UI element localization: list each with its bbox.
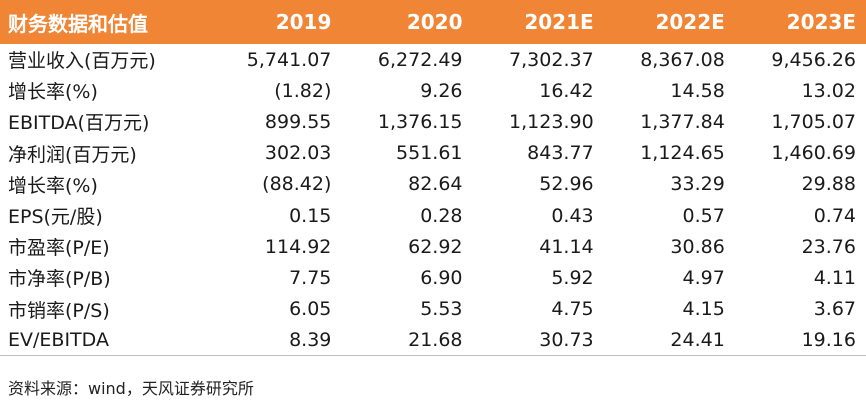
table-row: EBITDA(百万元) 899.55 1,376.15 1,123.90 1,377.8… — [0, 106, 866, 137]
header-year-2023e: 2023E — [734, 0, 866, 44]
table-row: 增长率(%) (1.82) 9.26 16.42 14.58 13.02 — [0, 75, 866, 106]
value-cell: 29.88 — [801, 173, 856, 196]
value-cell: 0.74 — [813, 204, 856, 227]
value-cell: 30.86 — [670, 235, 725, 258]
value-cell: 0.15 — [289, 204, 332, 227]
value-cell: 1,123.90 — [509, 110, 594, 133]
row-label: EPS(元/股) — [8, 206, 103, 229]
value-cell: 1,376.15 — [377, 110, 463, 133]
row-label: EBITDA(百万元) — [8, 112, 150, 135]
value-cell: 8,367.08 — [640, 48, 725, 71]
value-cell: 1,705.07 — [771, 110, 856, 133]
financial-table: 财务数据和估值 2019 2020 2021E 2022E 2023E 营业收入… — [0, 0, 866, 357]
table-row: 营业收入(百万元) 5,741.07 6,272.49 7,302.37 8,367.0… — [0, 44, 866, 75]
row-label: 市销率(P/S) — [8, 299, 110, 322]
value-cell: 23.76 — [801, 235, 856, 258]
value-cell: 1,377.84 — [640, 110, 725, 133]
value-cell: 4.11 — [813, 266, 856, 289]
table-row: 市销率(P/S) 6.05 5.53 4.75 4.15 3.67 — [0, 294, 866, 325]
value-cell: 52.96 — [539, 173, 594, 196]
source-note: 资料来源：wind，天风证券研究所 — [8, 379, 254, 398]
table-row: 增长率(%) (88.42) 82.64 52.96 33.29 29.88 — [0, 169, 866, 200]
value-cell: 0.43 — [551, 204, 594, 227]
row-label: 净利润(百万元) — [8, 143, 137, 166]
table-row: 市净率(P/B) 7.75 6.90 5.92 4.97 4.11 — [0, 262, 866, 293]
value-cell: 3.67 — [813, 298, 856, 321]
header-label-cell: 财务数据和估值 — [0, 0, 211, 44]
row-label: 市净率(P/B) — [8, 268, 111, 291]
row-label: 增长率(%) — [8, 174, 98, 197]
value-cell: 0.28 — [420, 204, 463, 227]
value-cell: 21.68 — [341, 324, 473, 357]
value-cell: 5.92 — [551, 266, 594, 289]
row-label: 营业收入(百万元) — [8, 50, 156, 73]
value-cell: 24.41 — [603, 324, 735, 357]
value-cell: 30.73 — [472, 324, 604, 357]
table-row: EPS(元/股) 0.15 0.28 0.43 0.57 0.74 — [0, 200, 866, 231]
value-cell: 1,460.69 — [771, 142, 856, 165]
header-row: 财务数据和估值 2019 2020 2021E 2022E 2023E — [0, 0, 866, 44]
value-cell: 13.02 — [801, 79, 856, 102]
value-cell: 6.90 — [420, 266, 463, 289]
header-year-2021e: 2021E — [472, 0, 604, 44]
value-cell: 302.03 — [264, 142, 332, 165]
row-label: EV/EBITDA — [0, 324, 211, 357]
value-cell: 62.92 — [408, 235, 463, 258]
value-cell: 4.75 — [551, 298, 594, 321]
value-cell: 5.53 — [420, 298, 463, 321]
table-row: 市盈率(P/E) 114.92 62.92 41.14 30.86 23.76 — [0, 231, 866, 262]
value-cell: 6.05 — [289, 298, 332, 321]
table-body: 营业收入(百万元) 5,741.07 6,272.49 7,302.37 8,367.0… — [0, 44, 866, 357]
value-cell: (1.82) — [274, 79, 332, 102]
value-cell: 6,272.49 — [377, 48, 463, 71]
value-cell: 7,302.37 — [509, 48, 594, 71]
header-year-2022e: 2022E — [603, 0, 735, 44]
value-cell: 1,124.65 — [640, 142, 725, 165]
table-row: 净利润(百万元) 302.03 551.61 843.77 1,124.65 1,460.… — [0, 138, 866, 169]
value-cell: 8.39 — [210, 324, 342, 357]
value-cell: 7.75 — [289, 266, 332, 289]
value-cell: 82.64 — [408, 173, 463, 196]
value-cell: 114.92 — [264, 235, 332, 258]
value-cell: 9.26 — [420, 79, 463, 102]
value-cell: 0.57 — [682, 204, 725, 227]
value-cell: 19.16 — [734, 324, 866, 357]
value-cell: 14.58 — [670, 79, 725, 102]
table-row: EV/EBITDA 8.39 21.68 30.73 24.41 19.16 — [0, 324, 866, 357]
value-cell: 9,456.26 — [771, 48, 856, 71]
value-cell: 5,741.07 — [246, 48, 332, 71]
row-label: 市盈率(P/E) — [8, 237, 110, 260]
value-cell: 41.14 — [539, 235, 594, 258]
header-year-2019: 2019 — [210, 0, 342, 44]
header-year-2020: 2020 — [341, 0, 473, 44]
value-cell: 551.61 — [396, 142, 463, 165]
value-cell: 4.97 — [682, 266, 725, 289]
value-cell: 33.29 — [670, 173, 725, 196]
value-cell: 4.15 — [682, 298, 725, 321]
value-cell: 843.77 — [527, 142, 594, 165]
value-cell: 899.55 — [264, 110, 332, 133]
row-label: 增长率(%) — [8, 81, 98, 104]
value-cell: 16.42 — [539, 79, 594, 102]
value-cell: (88.42) — [262, 173, 332, 196]
table-header: 财务数据和估值 2019 2020 2021E 2022E 2023E — [0, 0, 866, 44]
